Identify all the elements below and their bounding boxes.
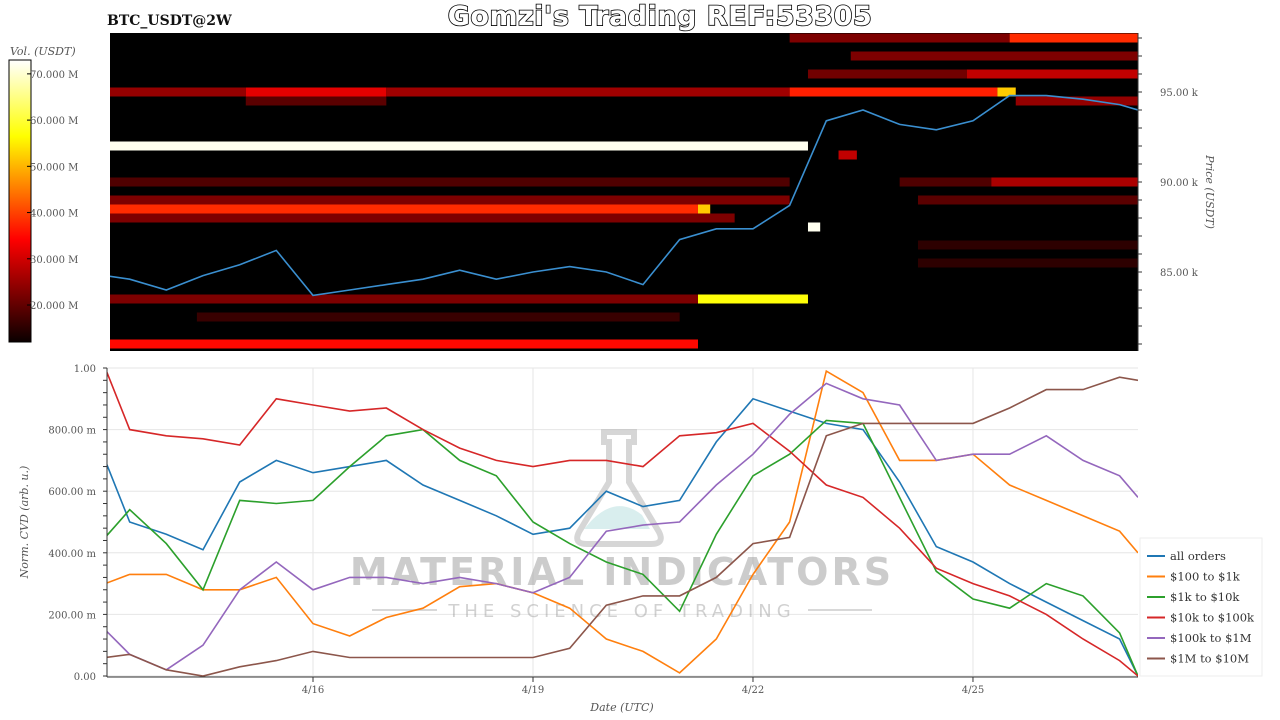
heatmap-cell: [917, 240, 1138, 250]
price-axis-label: Price (USDT): [1203, 154, 1216, 229]
heatmap-cell: [245, 96, 387, 106]
cvd-x-tick-label: 4/22: [742, 685, 764, 696]
heatmap-cell: [110, 339, 698, 349]
heatmap-cell: [917, 258, 1138, 268]
heatmap-cell: [850, 51, 1138, 61]
legend-label: $1k to $10k: [1170, 590, 1240, 604]
colorbar-tick-label: 70.000 M: [30, 70, 78, 81]
cvd-lines: [107, 369, 1138, 677]
legend-label: all orders: [1170, 549, 1226, 563]
watermark-subtext: THE SCIENCE OF TRADING: [447, 601, 795, 622]
price-line-group: [110, 94, 1138, 297]
heatmap-cell: [1009, 33, 1138, 43]
colorbar-tick-label: 20.000 M: [30, 301, 78, 312]
cvd-y-label: Norm. CVD (arb. u.): [18, 466, 31, 580]
colorbar-label: Vol. (USDT): [10, 45, 76, 58]
heatmap-cell: [110, 177, 790, 187]
price-line: [110, 94, 1138, 297]
cvd-y-tick-label: 600.00 m: [48, 487, 96, 498]
pair-label: BTC_USDT@2W: [107, 13, 232, 29]
heatmap-cell: [110, 141, 808, 151]
cvd-x-tick-label: 4/25: [962, 685, 984, 696]
price-tick-label: 85.00 k: [1160, 268, 1199, 279]
heatmap-cell: [697, 294, 808, 304]
legend-label: $100k to $1M: [1170, 631, 1252, 645]
heatmap-cell: [697, 204, 711, 214]
heatmap-cell: [110, 204, 698, 214]
series-line: [107, 376, 1138, 677]
heatmap-cell: [110, 87, 246, 97]
series-line: [107, 419, 1138, 677]
cvd-x-tick-label: 4/19: [522, 685, 544, 696]
colorbar-tick-label: 50.000 M: [30, 162, 78, 173]
colorbar-ticks: 20.000 M 30.000 M 40.000 M 50.000 M 60.000 M…: [27, 70, 78, 312]
heatmap-cell: [110, 213, 735, 223]
cvd-y-tick-label: 400.00 m: [48, 549, 96, 560]
heatmap-cell: [789, 33, 1010, 43]
chart-title: Gomzi's Trading REF:53305: [448, 1, 873, 32]
heatmap-cell: [1015, 96, 1138, 106]
heatmap-cell: [386, 87, 790, 97]
legend-box: [1139, 537, 1263, 677]
heatmap-cell: [991, 177, 1138, 187]
price-tick-label: 95.00 k: [1160, 88, 1199, 99]
heatmap-cells: [110, 33, 1138, 349]
legend-label: $100 to $1k: [1170, 570, 1241, 584]
heatmap-cell: [196, 312, 680, 322]
price-tick-label: 90.00 k: [1160, 178, 1199, 189]
legend-label: $10k to $100k: [1170, 611, 1255, 625]
heatmap-cell: [789, 87, 998, 97]
heatmap-cell: [110, 195, 790, 205]
colorbar-tick-label: 40.000 M: [30, 209, 78, 220]
legend: all orders $100 to $1k $1k to $10k $10k to …: [1139, 537, 1263, 677]
colorbar: [8, 59, 32, 343]
cvd-y-tick-label: 1.00: [74, 364, 96, 375]
heatmap-cell: [966, 69, 1138, 79]
heatmap-cell: [110, 294, 698, 304]
cvd-y-tick-label: 0.00: [74, 672, 96, 683]
heatmap-cell: [917, 195, 1138, 205]
heatmap-cell: [899, 177, 992, 187]
series-line: [107, 382, 1138, 671]
colorbar-tick-label: 60.000 M: [30, 116, 78, 127]
heatmap-cell: [838, 150, 857, 160]
cvd-y-tick-label: 200.00 m: [48, 610, 96, 621]
legend-label: $1M to $10M: [1170, 652, 1249, 666]
cvd-grid: [107, 367, 1138, 677]
series-line: [107, 397, 1138, 677]
cvd-x-tick-label: 4/16: [302, 685, 324, 696]
heatmap-cell: [807, 69, 967, 79]
heatmap-cell: [807, 222, 821, 232]
heatmap-cell: [245, 87, 387, 97]
cvd-y-tick-label: 800.00 m: [48, 426, 96, 437]
series-line: [107, 369, 1138, 674]
watermark-logo: MATERIAL INDICATORS THE SCIENCE OF TRADI…: [350, 429, 894, 622]
watermark-text: MATERIAL INDICATORS: [350, 550, 894, 594]
cvd-x-label: Date (UTC): [589, 701, 653, 714]
cvd-axis-ticks: 0.00 200.00 m 400.00 m 600.00 m 800.00 m 1.00…: [48, 364, 984, 696]
colorbar-tick-label: 30.000 M: [30, 255, 78, 266]
price-axis-ticks: 85.00 k 90.00 k 95.00 k: [1138, 37, 1199, 345]
series-line: [107, 370, 1138, 677]
heatmap-cell: [997, 87, 1016, 97]
